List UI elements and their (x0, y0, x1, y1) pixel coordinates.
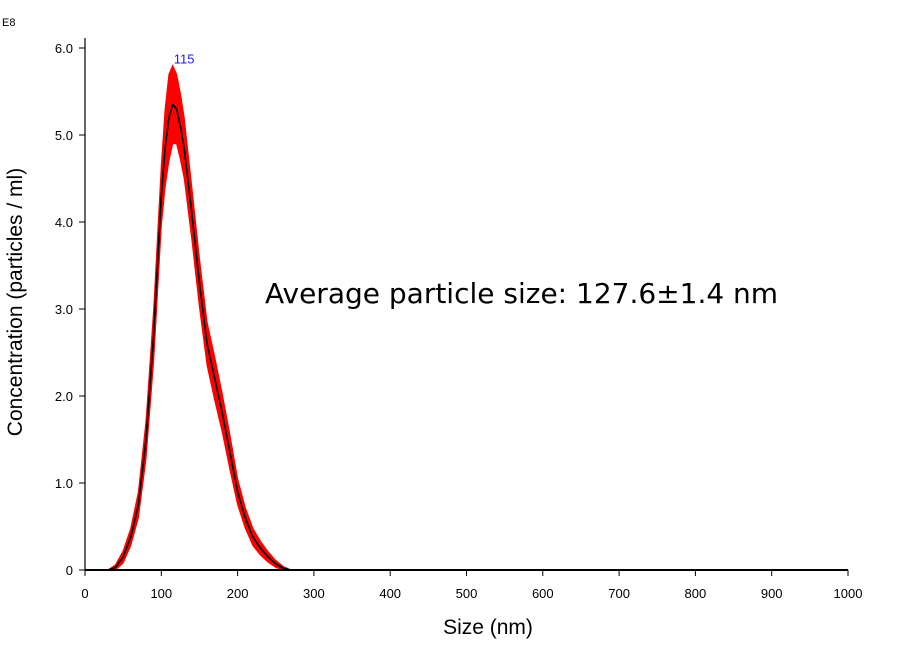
y-multiplier-label: E8 (2, 17, 15, 29)
x-tick-label: 900 (761, 586, 783, 601)
data-point (267, 556, 269, 558)
x-tick-label: 100 (150, 586, 172, 601)
data-point (122, 556, 124, 558)
y-tick-label: 6.0 (55, 41, 73, 56)
x-tick-label: 300 (303, 586, 325, 601)
y-tick-label: 4.0 (55, 215, 73, 230)
data-point (183, 147, 185, 149)
data-point (198, 282, 201, 284)
data-point (229, 451, 231, 454)
y-tick-label: 3.0 (55, 302, 73, 317)
peak-label: 115 (174, 51, 195, 66)
data-point (236, 490, 239, 493)
y-axis-title: Concentration (particles / ml) (4, 168, 27, 436)
data-point (179, 125, 182, 128)
data-point (282, 567, 285, 570)
average-size-annotation: Average particle size: 127.6±1.4 nm (265, 277, 778, 310)
data-point (252, 536, 254, 538)
x-tick-label: 400 (379, 586, 401, 601)
x-tick-label: 700 (608, 586, 630, 601)
x-tick-label: 200 (227, 586, 249, 601)
data-point (129, 536, 132, 538)
y-tick-label: 0 (66, 563, 73, 578)
data-point (164, 147, 166, 149)
error-band (106, 64, 292, 571)
error-band-layer (106, 64, 292, 571)
x-tick-label: 0 (81, 586, 88, 601)
x-tick-label: 800 (685, 586, 707, 601)
y-tick-label: 2.0 (55, 389, 73, 404)
x-tick-label: 600 (532, 586, 554, 601)
x-axis-title: Size (nm) (443, 616, 533, 639)
mean-line-layer (107, 103, 292, 571)
y-tick-label: 1.0 (55, 476, 73, 491)
x-tick-label: 1000 (834, 586, 863, 601)
mean-concentration-line (107, 103, 292, 571)
data-point (244, 517, 247, 519)
data-point (168, 116, 170, 119)
data-point (114, 566, 117, 569)
data-point (259, 547, 262, 550)
data-point (213, 377, 216, 380)
data-point (274, 563, 277, 565)
x-tick-label: 500 (456, 586, 478, 601)
data-point (206, 343, 208, 345)
data-point (160, 195, 163, 197)
data-point (175, 108, 178, 110)
y-tick-label: 5.0 (55, 128, 73, 143)
data-point (221, 412, 224, 415)
y-ticks: 0 1.0 2.0 3.0 4.0 5.0 6.0 (55, 41, 85, 578)
x-ticks: 0 100 200 300 400 500 600 700 800 900 1000 (81, 570, 862, 601)
data-point (145, 438, 147, 441)
data-point (152, 334, 155, 336)
data-point (137, 503, 140, 506)
data-point (171, 103, 174, 106)
data-point (191, 212, 193, 215)
